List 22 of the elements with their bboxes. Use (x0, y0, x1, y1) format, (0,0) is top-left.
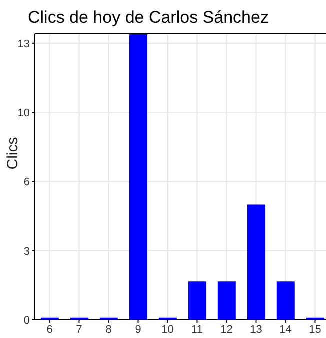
bar (188, 282, 206, 320)
x-tick-label: 10 (162, 324, 174, 336)
bar (247, 204, 266, 320)
x-tick-label: 9 (135, 324, 142, 336)
x-tick-label: 8 (106, 324, 112, 336)
x-tick-label: 13 (250, 324, 262, 336)
y-tick-label: 6 (24, 176, 30, 189)
y-axis-title: Clics (4, 136, 22, 172)
y-tick-label: 10 (18, 107, 30, 120)
bar (218, 282, 236, 320)
y-tick-label: 3 (24, 246, 30, 258)
bar (129, 34, 148, 320)
x-tick-label: 7 (76, 324, 82, 336)
bar (276, 282, 295, 320)
y-tick-label: 13 (18, 38, 30, 50)
x-tick-label: 15 (309, 324, 322, 336)
x-tick-label: 11 (192, 324, 203, 336)
chart-title: Clics de hoy de Carlos Sánchez (28, 8, 269, 28)
x-tick-label: 14 (280, 324, 292, 336)
y-tick-label: 0 (24, 314, 30, 327)
x-tick-label: 12 (220, 324, 233, 336)
x-tick-label: 6 (46, 324, 53, 336)
